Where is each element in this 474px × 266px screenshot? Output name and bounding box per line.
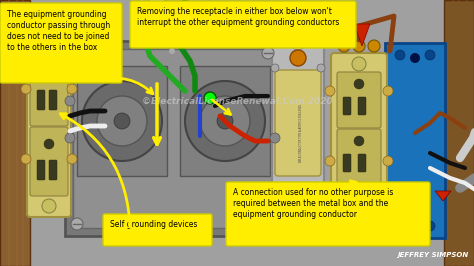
Circle shape (354, 79, 364, 89)
Circle shape (200, 96, 250, 146)
Circle shape (71, 218, 83, 230)
Circle shape (271, 64, 279, 72)
Bar (444, 0, 474, 266)
Bar (22, 0, 24, 266)
Circle shape (325, 86, 335, 96)
Circle shape (169, 223, 175, 229)
Circle shape (44, 69, 54, 79)
Circle shape (71, 47, 83, 59)
Circle shape (67, 84, 77, 94)
Bar (8, 0, 10, 266)
FancyBboxPatch shape (337, 129, 381, 185)
FancyBboxPatch shape (337, 72, 381, 128)
Circle shape (353, 40, 365, 52)
Circle shape (425, 221, 435, 231)
FancyBboxPatch shape (0, 3, 122, 83)
Circle shape (290, 50, 306, 66)
FancyBboxPatch shape (30, 127, 68, 196)
FancyBboxPatch shape (130, 1, 356, 48)
Circle shape (270, 133, 280, 143)
Circle shape (291, 36, 305, 50)
Bar (452, 0, 454, 266)
Circle shape (185, 81, 265, 161)
Circle shape (65, 96, 75, 106)
Circle shape (383, 156, 393, 166)
FancyBboxPatch shape (343, 97, 351, 115)
Bar (148, 0, 166, 41)
Circle shape (82, 81, 162, 161)
Polygon shape (390, 206, 406, 216)
Bar (0, 0, 30, 266)
Circle shape (352, 57, 366, 71)
Text: JEFFREY SIMPSON: JEFFREY SIMPSON (397, 252, 468, 258)
FancyBboxPatch shape (103, 214, 212, 246)
Circle shape (395, 50, 405, 60)
Circle shape (217, 113, 233, 129)
Circle shape (317, 184, 325, 192)
Bar (145, 38, 169, 46)
Circle shape (395, 221, 405, 231)
Text: The equipment grounding
conductor passing through
does not need to be joined
to : The equipment grounding conductor passin… (7, 10, 110, 52)
FancyBboxPatch shape (49, 90, 57, 110)
Circle shape (425, 50, 435, 60)
Text: A connection used for no other purpose is
required between the metal box and the: A connection used for no other purpose i… (233, 188, 393, 219)
FancyBboxPatch shape (30, 57, 68, 126)
Circle shape (65, 133, 75, 143)
Circle shape (44, 139, 54, 149)
Circle shape (42, 45, 56, 59)
Circle shape (383, 86, 393, 96)
Bar (150, 0, 164, 41)
FancyBboxPatch shape (27, 41, 71, 217)
FancyBboxPatch shape (331, 53, 387, 204)
Circle shape (317, 64, 325, 72)
FancyBboxPatch shape (358, 97, 366, 115)
Circle shape (97, 96, 147, 146)
Circle shape (42, 199, 56, 213)
Text: Removing the receptacle in either box below won't
interrupt the other equipment : Removing the receptacle in either box be… (137, 7, 339, 27)
Circle shape (21, 84, 31, 94)
Text: Self grounding devices: Self grounding devices (110, 220, 197, 229)
FancyBboxPatch shape (226, 182, 430, 246)
Circle shape (325, 156, 335, 166)
FancyBboxPatch shape (275, 70, 321, 176)
Circle shape (262, 47, 274, 59)
Polygon shape (354, 24, 370, 46)
Circle shape (354, 136, 364, 146)
Circle shape (410, 53, 420, 63)
FancyBboxPatch shape (343, 154, 351, 172)
Polygon shape (435, 191, 451, 201)
Bar (458, 0, 460, 266)
Bar (73, 49, 272, 228)
Circle shape (21, 154, 31, 164)
Circle shape (262, 218, 274, 230)
Circle shape (114, 113, 130, 129)
FancyBboxPatch shape (358, 154, 366, 172)
FancyBboxPatch shape (37, 90, 45, 110)
Bar (28, 0, 446, 266)
Circle shape (352, 186, 366, 200)
FancyBboxPatch shape (49, 160, 57, 180)
Text: NM-B CONDUCTOR TYPE A ASTM C1393/L390U: NM-B CONDUCTOR TYPE A ASTM C1393/L390U (299, 104, 303, 162)
Circle shape (291, 216, 305, 230)
Circle shape (368, 40, 380, 52)
Bar (65, 41, 280, 236)
Bar (180, 66, 270, 176)
Circle shape (338, 40, 350, 52)
Bar (385, 43, 445, 238)
Circle shape (204, 92, 216, 104)
FancyBboxPatch shape (37, 160, 45, 180)
Text: ©ElectricalLicenseRenewal.Com 2020: ©ElectricalLicenseRenewal.Com 2020 (142, 97, 332, 106)
Bar (272, 28, 324, 238)
Circle shape (271, 184, 279, 192)
Bar (77, 66, 167, 176)
Bar (466, 0, 468, 266)
Bar (16, 0, 18, 266)
Circle shape (67, 154, 77, 164)
Circle shape (169, 48, 175, 54)
